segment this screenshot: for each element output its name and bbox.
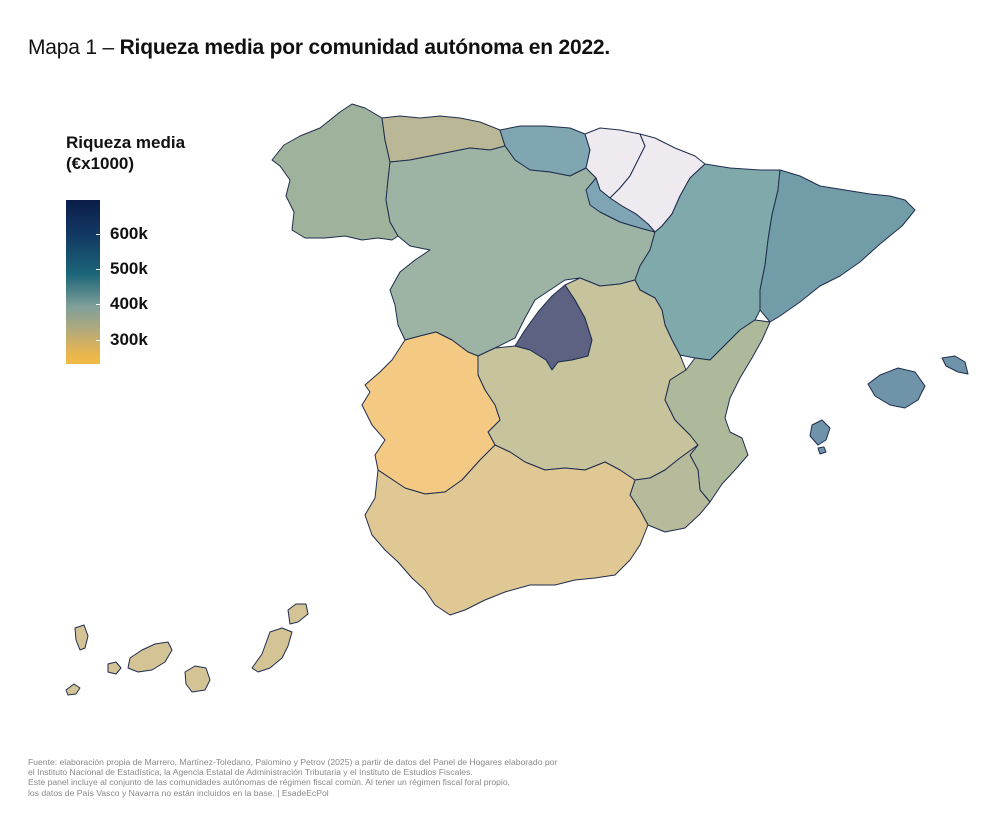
region-canarias-lanzarote[interactable]	[287, 603, 309, 625]
region-canarias-tenerife[interactable]	[127, 641, 173, 673]
source-line: Fuente: elaboración propia de Marrero, M…	[28, 757, 558, 767]
legend-color-bar	[66, 200, 100, 364]
region-canarias-gran-canaria[interactable]	[184, 665, 211, 693]
legend-tick-label: 500k	[110, 259, 148, 278]
region-andalucia[interactable]	[364, 444, 649, 616]
region-canarias-fuerteventura[interactable]	[251, 627, 293, 673]
map-title: Mapa 1 – Riqueza media por comunidad aut…	[28, 36, 610, 60]
region-baleares-mallorca[interactable]	[867, 367, 926, 409]
region-baleares-ibiza[interactable]	[809, 419, 831, 446]
map-title-prefix: Mapa 1 –	[28, 36, 120, 59]
source-note: Fuente: elaboración propia de Marrero, M…	[28, 757, 557, 798]
source-line: los datos de País Vasco y Navarra no est…	[28, 787, 329, 798]
region-murcia[interactable]	[629, 444, 711, 533]
region-canarias-la-gomera[interactable]	[107, 661, 122, 675]
region-galicia[interactable]	[271, 103, 399, 241]
legend-tick-mark	[96, 269, 101, 270]
region-baleares-menorca[interactable]	[941, 355, 969, 375]
legend-tick-mark	[96, 234, 101, 235]
legend-title-line2: (€x1000)	[66, 154, 135, 173]
source-line: Este panel incluye al conjunto de las co…	[28, 777, 511, 788]
region-canarias-la-palma[interactable]	[74, 624, 89, 651]
legend-tick-mark	[96, 304, 101, 305]
region-canarias-el-hierro[interactable]	[65, 683, 81, 696]
legend-tick-label: 400k	[110, 294, 148, 313]
legend-title: Riqueza media (€x1000)	[66, 132, 185, 174]
legend-tick-label: 300k	[110, 330, 148, 349]
map-title-bold: Riqueza media por comunidad autónoma en …	[119, 36, 611, 59]
legend-title-line1: Riqueza media	[66, 133, 186, 152]
region-cataluna[interactable]	[759, 169, 916, 323]
source-line: el Instituto Nacional de Estadística, la…	[28, 767, 473, 778]
region-baleares-formentera[interactable]	[817, 446, 827, 455]
legend-tick-label: 600k	[110, 224, 148, 243]
legend-tick-mark	[96, 340, 101, 341]
